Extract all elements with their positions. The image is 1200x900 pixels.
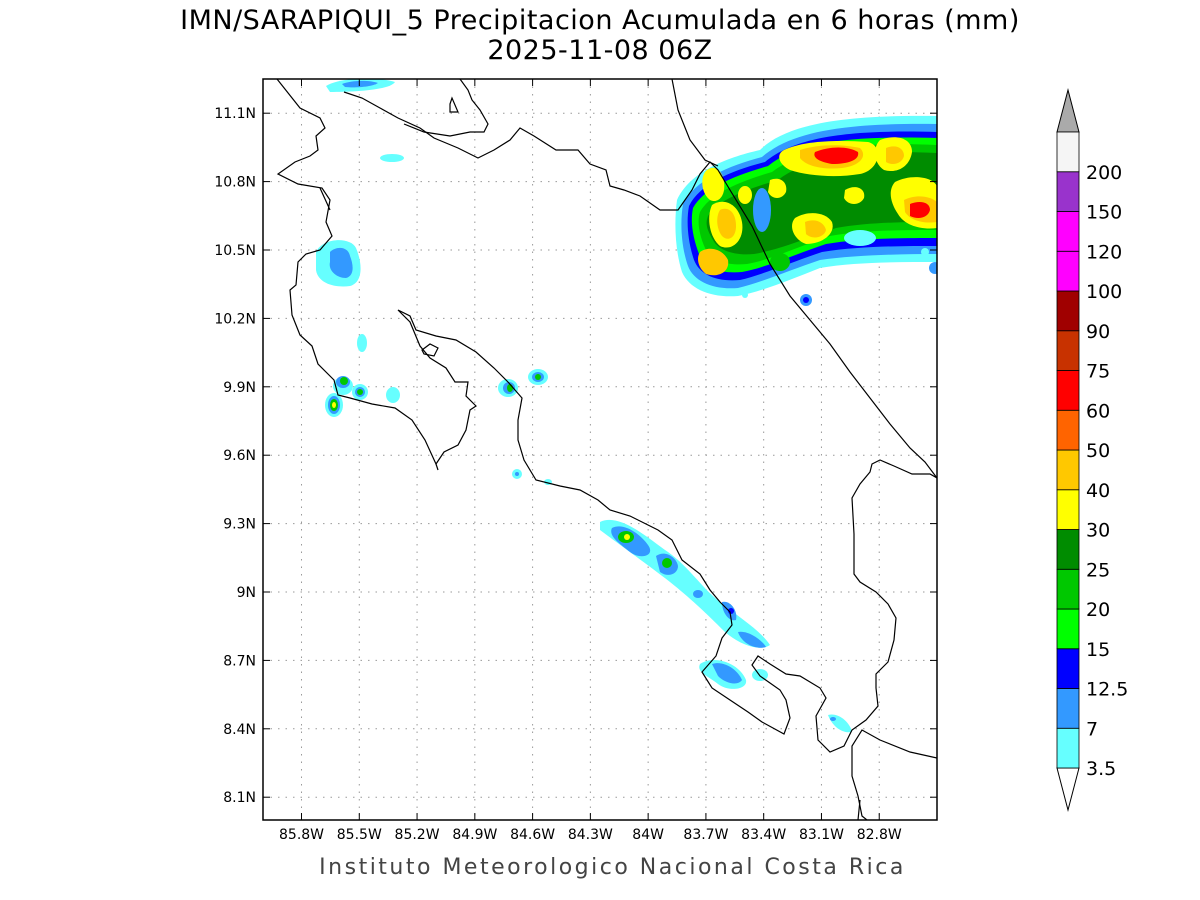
colorbar-swatch <box>1056 290 1080 332</box>
x-tick-label: 83.7W <box>683 827 728 843</box>
colorbar-label: 100 <box>1086 281 1122 303</box>
coastlines <box>276 79 937 820</box>
colorbar-bottom-arrow <box>1056 767 1080 812</box>
colorbar-label: 120 <box>1086 241 1122 263</box>
x-tick-label: 83.1W <box>799 827 844 843</box>
colorbar-label: 30 <box>1086 520 1110 542</box>
axis-ticks <box>263 79 937 820</box>
y-tick-label: 9.9N <box>223 380 256 396</box>
x-tick-label: 83.4W <box>741 827 786 843</box>
y-tick-label: 9.6N <box>223 448 256 464</box>
y-tick-label: 10.8N <box>214 175 256 191</box>
colorbar-swatch <box>1056 250 1080 292</box>
colorbar-swatch <box>1056 131 1080 173</box>
y-tick-label: 11.1N <box>214 106 256 122</box>
colorbar-swatch <box>1056 330 1080 371</box>
precip-cells-nicoya <box>325 334 552 485</box>
y-axis-labels: 11.1N 10.8N 10.5N 10.2N 9.9N 9.6N 9.3N 9N 8.7N 8.… <box>214 106 256 806</box>
colorbar-swatch <box>1056 449 1080 491</box>
colorbar-swatch <box>1056 409 1080 451</box>
colorbar-label: 12.5 <box>1086 679 1128 701</box>
colorbar-label: 150 <box>1086 202 1122 224</box>
map-title: IMN/SARAPIQUI_5 Precipitacion Acumulada … <box>180 5 1020 36</box>
plot-frame <box>262 78 938 821</box>
colorbar-label: 40 <box>1086 480 1110 502</box>
footer-credit: Instituto Meteorologico Nacional Costa R… <box>319 855 906 880</box>
y-tick-label: 10.5N <box>214 243 256 259</box>
x-tick-label: 85.5W <box>337 827 382 843</box>
y-tick-label: 8.1N <box>223 790 256 806</box>
colorbar-label: 50 <box>1086 440 1110 462</box>
colorbar-label: 15 <box>1086 639 1110 661</box>
precip-system-northeast <box>675 115 937 306</box>
map-subtitle: 2025-11-08 06Z <box>487 35 713 66</box>
colorbar-label: 60 <box>1086 400 1110 422</box>
colorbar-top-arrow <box>1056 88 1080 133</box>
x-tick-label: 85.2W <box>395 827 440 843</box>
x-tick-label: 82.8W <box>857 827 902 843</box>
colorbar-label: 3.5 <box>1086 758 1116 780</box>
precip-cells-northwest <box>316 79 404 287</box>
precipitation-fields <box>316 79 937 733</box>
y-tick-label: 8.7N <box>223 653 256 669</box>
x-tick-label: 84.6W <box>510 827 555 843</box>
y-tick-label: 9N <box>237 585 256 601</box>
colorbar-swatch <box>1056 727 1080 769</box>
colorbar-swatch <box>1056 568 1080 610</box>
x-axis-labels: 85.8W 85.5W 85.2W 84.9W 84.6W 84.3W 84W 83.7W 83… <box>279 827 902 843</box>
colorbar-swatch <box>1056 489 1080 530</box>
colorbar-swatch <box>1056 171 1080 212</box>
y-tick-label: 9.3N <box>223 517 256 533</box>
x-tick-label: 84.9W <box>452 827 497 843</box>
x-tick-label: 84W <box>632 827 664 843</box>
colorbar-swatch <box>1056 370 1080 411</box>
colorbar-label: 25 <box>1086 559 1110 581</box>
colorbar-swatch <box>1056 688 1080 729</box>
x-tick-label: 85.8W <box>279 827 324 843</box>
x-tick-label: 84.3W <box>568 827 613 843</box>
colorbar-label: 200 <box>1086 162 1122 184</box>
colorbar-swatch <box>1056 648 1080 689</box>
colorbar-swatch <box>1056 211 1080 252</box>
y-tick-label: 8.4N <box>223 722 256 738</box>
colorbar-label: 20 <box>1086 599 1110 621</box>
colorbar-label: 90 <box>1086 321 1110 343</box>
colorbar: 3.5 7 12.5 15 20 25 30 40 50 60 75 90 100 120 150 200 <box>1056 88 1128 812</box>
colorbar-label: 7 <box>1086 718 1098 740</box>
colorbar-swatch <box>1056 529 1080 570</box>
colorbar-label: 75 <box>1086 361 1110 383</box>
colorbar-swatch <box>1056 608 1080 650</box>
y-tick-label: 10.2N <box>214 311 256 327</box>
